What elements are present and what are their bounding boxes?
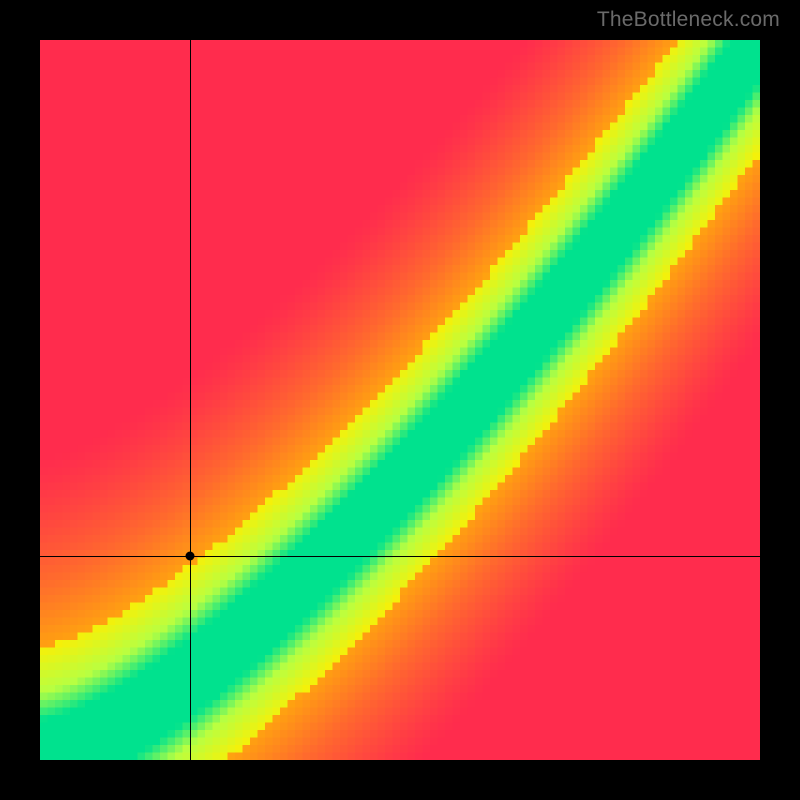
crosshair-vertical (190, 40, 191, 760)
heatmap-plot (40, 40, 760, 760)
attribution-text: TheBottleneck.com (597, 8, 780, 32)
heatmap-canvas (40, 40, 760, 760)
crosshair-horizontal (40, 556, 760, 557)
marker-point (185, 551, 194, 560)
